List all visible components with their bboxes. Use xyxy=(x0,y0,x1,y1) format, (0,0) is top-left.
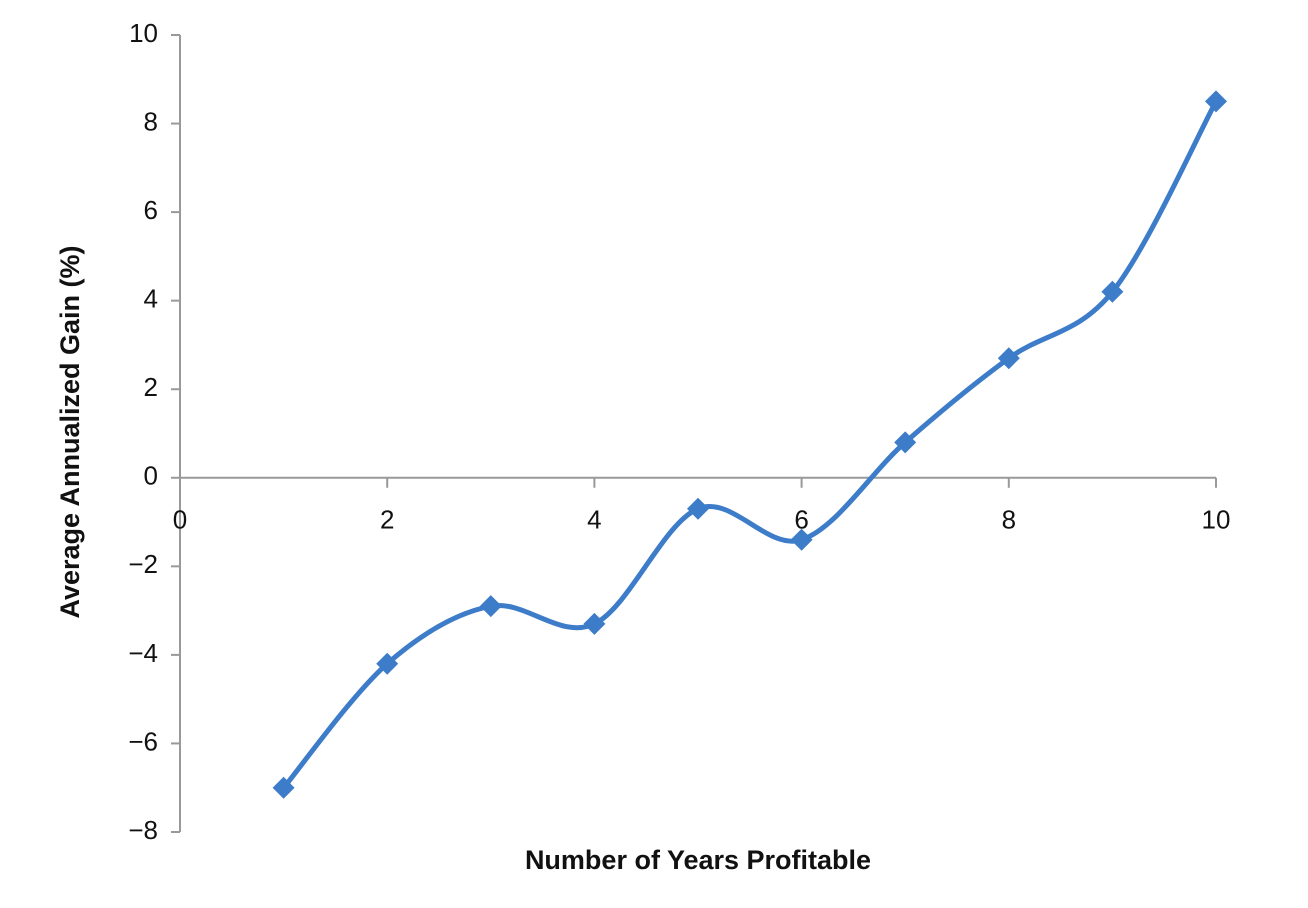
x-tick-label: 0 xyxy=(173,505,187,535)
y-tick-label: 10 xyxy=(129,18,158,48)
x-tick-label: 8 xyxy=(1002,505,1016,535)
marker xyxy=(687,497,709,520)
marker xyxy=(272,776,295,799)
marker xyxy=(479,595,502,618)
x-tick-label: 4 xyxy=(587,505,601,535)
y-tick-label: 8 xyxy=(144,106,158,136)
y-tick-label: 0 xyxy=(144,461,158,491)
marker xyxy=(1205,90,1227,113)
marker xyxy=(894,431,917,454)
y-tick-label: −6 xyxy=(128,726,158,756)
x-axis-title: Number of Years Profitable xyxy=(525,845,871,875)
y-tick-label: −8 xyxy=(128,815,158,845)
marker xyxy=(1101,280,1124,303)
y-tick-label: 6 xyxy=(144,195,158,225)
x-tick-label: 6 xyxy=(794,505,808,535)
line xyxy=(281,100,1219,790)
x-tick-label: 10 xyxy=(1202,505,1231,535)
marker xyxy=(997,347,1020,370)
y-axis-title: Average Annualized Gain (%) xyxy=(55,245,85,618)
marker xyxy=(790,528,813,551)
marker xyxy=(376,652,399,675)
marker xyxy=(583,612,606,635)
y-tick-label: −4 xyxy=(128,638,158,668)
y-tick-label: 2 xyxy=(144,372,158,402)
y-tick-label: 4 xyxy=(144,284,158,314)
x-tick-label: 2 xyxy=(380,505,394,535)
y-tick-label: −2 xyxy=(128,549,158,579)
